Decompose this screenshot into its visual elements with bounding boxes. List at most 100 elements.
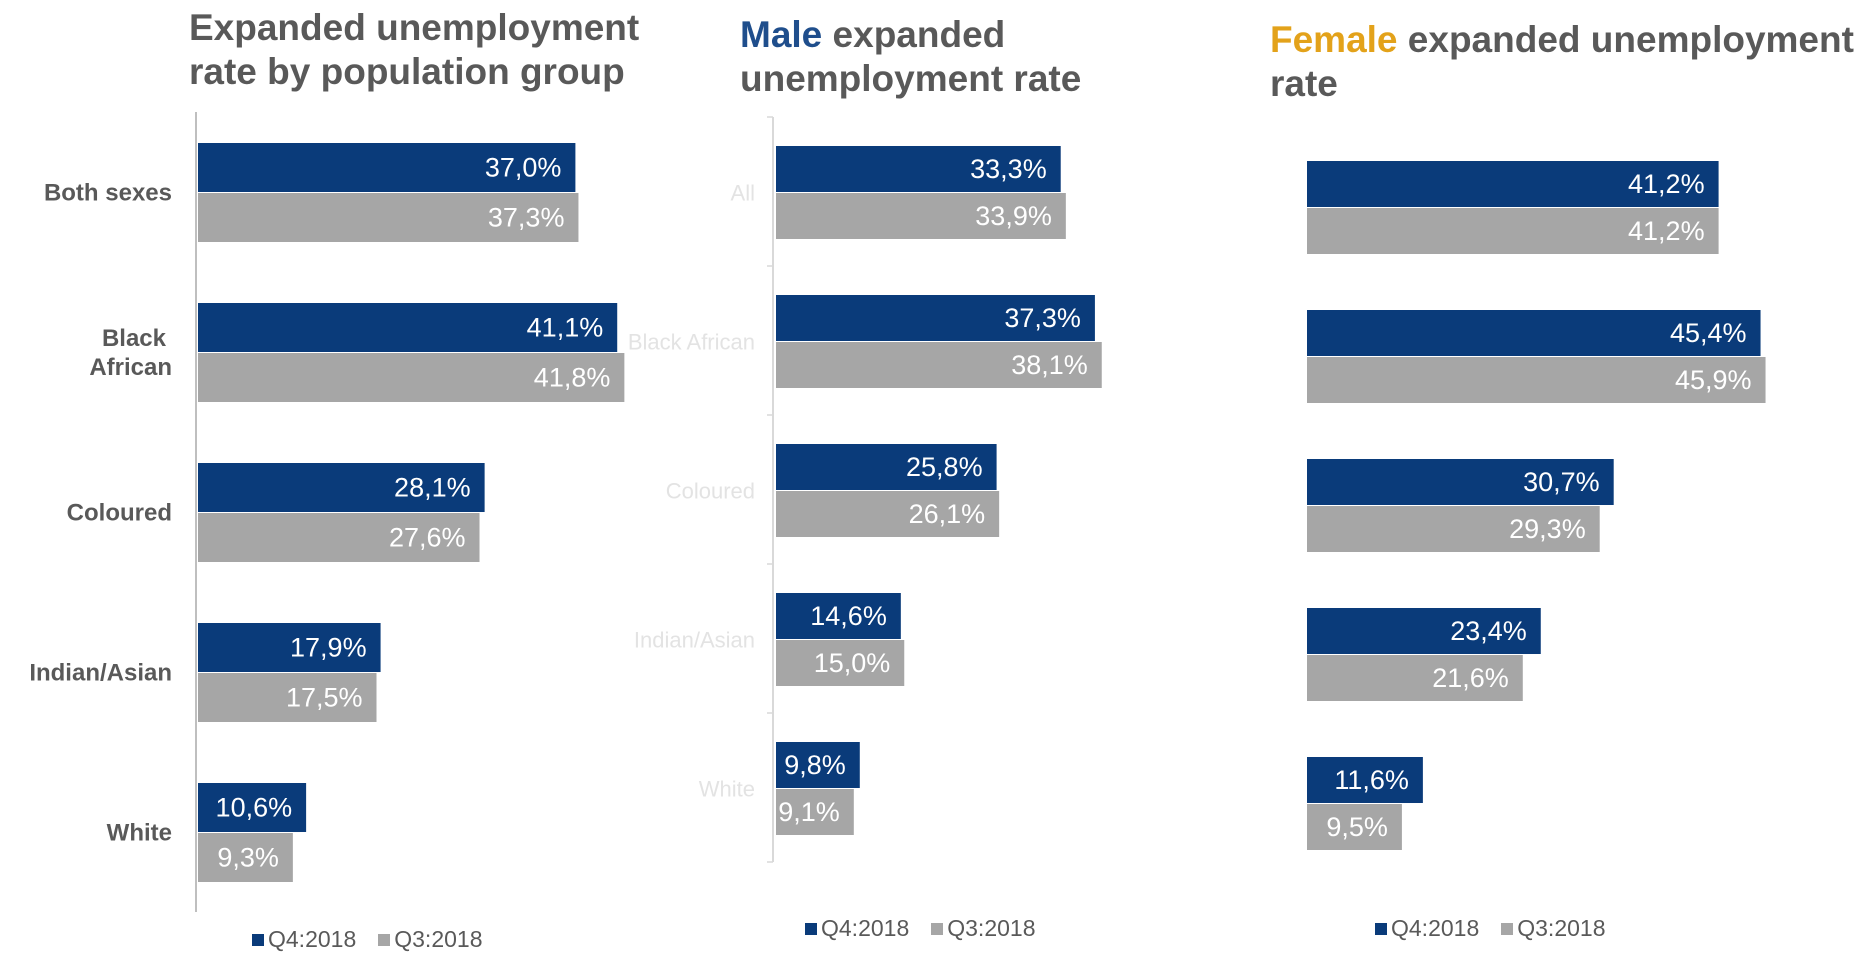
bar-q3: [198, 673, 377, 722]
bar-q3: [198, 353, 625, 402]
legend-label-q3: Q3:2018: [394, 926, 483, 952]
legend-label-q4: Q4:2018: [821, 915, 910, 941]
category-label: Coloured: [67, 500, 172, 527]
data-label-q4: 17,9%: [290, 633, 367, 663]
bar-q4: [198, 463, 485, 512]
bar-q4: [1307, 161, 1719, 207]
bar-q4: [198, 143, 576, 192]
bar-q4: [198, 783, 307, 832]
chart-title: Male expanded unemployment rate: [740, 13, 1160, 101]
chart-title-text: Expanded unemployment rate by population…: [189, 7, 640, 92]
bar-q4: [776, 295, 1095, 341]
chart-panel-male: Male expanded unemployment rate 33,3% 33,…: [628, 0, 1240, 950]
data-label-q3: 9,5%: [1326, 812, 1388, 842]
legend-swatch-q3: [931, 922, 944, 935]
data-label-q3: 37,3%: [488, 203, 565, 233]
legend-swatch-q4: [252, 933, 264, 946]
chart-legend: Q4:2018 Q3:2018: [805, 915, 1036, 942]
bar-q3: [198, 193, 579, 242]
data-label-q3: 15,0%: [814, 648, 891, 678]
bar-q4: [1307, 757, 1423, 803]
data-label-q3: 29,3%: [1509, 514, 1586, 544]
bar-chart-male: 33,3% 33,9% All 37,3% 38,1% Black African 25,8…: [628, 116, 1102, 863]
legend-label-q4: Q4:2018: [1391, 915, 1480, 941]
data-label-q3: 27,6%: [389, 523, 466, 553]
data-label-q4: 41,2%: [1628, 169, 1705, 199]
data-label-q3: 45,9%: [1675, 365, 1752, 395]
legend-item-q3: Q3:2018: [378, 926, 483, 953]
data-label-q4: 28,1%: [394, 473, 471, 503]
chart-legend: Q4:2018 Q3:2018: [1375, 915, 1606, 942]
data-label-q4: 45,4%: [1670, 318, 1747, 348]
bar-q4: [776, 444, 997, 490]
data-label-q4: 23,4%: [1450, 616, 1527, 646]
bar-q3: [776, 789, 854, 835]
category-label: White: [699, 777, 755, 802]
chart-panel-population-group: Expanded unemployment rate by population…: [0, 0, 640, 953]
bar-q3: [776, 491, 1000, 537]
data-label-q3: 9,3%: [217, 843, 279, 873]
chart-legend: Q4:2018 Q3:2018: [252, 926, 483, 953]
category-label: Black African: [89, 325, 172, 381]
chart-title-highlight: Female: [1270, 19, 1398, 60]
bar-q3: [776, 640, 905, 686]
legend-swatch-q3: [378, 933, 391, 946]
bar-q4: [776, 593, 901, 639]
data-label-q4: 25,8%: [906, 452, 983, 482]
chart-title-text: expanded unemployment rate: [1270, 19, 1854, 104]
data-label-q3: 26,1%: [909, 499, 986, 529]
legend-item-q4: Q4:2018: [805, 915, 909, 942]
chart-title: Female expanded unemployment rate: [1270, 18, 1860, 106]
bar-q3: [1307, 655, 1523, 701]
chart-panel-female: Female expanded unemployment rate 41,2% 4…: [1240, 0, 1862, 950]
bar-q3: [1307, 506, 1600, 552]
data-label-q4: 10,6%: [216, 793, 293, 823]
bar-q3: [1307, 804, 1402, 850]
legend-item-q3: Q3:2018: [931, 915, 1036, 942]
category-label: All: [731, 181, 755, 206]
chart-title-highlight: Male: [740, 14, 823, 55]
legend-swatch-q4: [1375, 922, 1387, 935]
data-label-q4: 11,6%: [1334, 765, 1409, 795]
data-label-q3: 41,2%: [1628, 216, 1705, 246]
data-label-q4: 33,3%: [970, 154, 1047, 184]
data-label-q4: 41,1%: [527, 313, 604, 343]
data-label-q3: 33,9%: [975, 201, 1052, 231]
category-label: Coloured: [666, 479, 755, 504]
bar-q4: [198, 623, 381, 672]
bar-q3: [1307, 357, 1766, 403]
legend-item-q4: Q4:2018: [1375, 915, 1479, 942]
category-label: Indian/Asian: [634, 628, 755, 653]
legend-label-q3: Q3:2018: [947, 915, 1036, 941]
data-label-q4: 14,6%: [810, 601, 887, 631]
legend-label-q3: Q3:2018: [1517, 915, 1606, 941]
bar-q3: [776, 342, 1102, 388]
bar-q4: [1307, 310, 1761, 356]
data-label-q3: 9,1%: [778, 797, 840, 827]
data-label-q4: 30,7%: [1523, 467, 1600, 497]
legend-swatch-q4: [805, 922, 817, 935]
category-label: Black African: [628, 330, 755, 355]
bar-q3: [198, 833, 293, 882]
bar-q4: [776, 146, 1061, 192]
data-label-q4: 9,8%: [784, 750, 846, 780]
legend-item-q4: Q4:2018: [252, 926, 356, 953]
data-label-q3: 41,8%: [534, 363, 611, 393]
chart-title: Expanded unemployment rate by population…: [189, 6, 649, 94]
bar-q4: [776, 742, 860, 788]
data-label-q3: 17,5%: [286, 683, 363, 713]
bar-q4: [1307, 608, 1541, 654]
category-label: Indian/Asian: [29, 660, 172, 687]
data-label-q3: 21,6%: [1432, 663, 1509, 693]
legend-item-q3: Q3:2018: [1501, 915, 1606, 942]
chart-title-text: expanded unemployment rate: [740, 14, 1082, 99]
category-label: White: [107, 820, 172, 847]
bar-q4: [1307, 459, 1614, 505]
legend-label-q4: Q4:2018: [268, 926, 357, 952]
bar-chart-population-group: 37,0% 37,3% Both sexes 41,1% 41,8% Black Afric…: [29, 112, 625, 912]
bar-q4: [198, 303, 618, 352]
legend-swatch-q3: [1501, 922, 1514, 935]
bar-q3: [198, 513, 480, 562]
data-label-q4: 37,3%: [1004, 303, 1081, 333]
data-label-q3: 38,1%: [1011, 350, 1088, 380]
